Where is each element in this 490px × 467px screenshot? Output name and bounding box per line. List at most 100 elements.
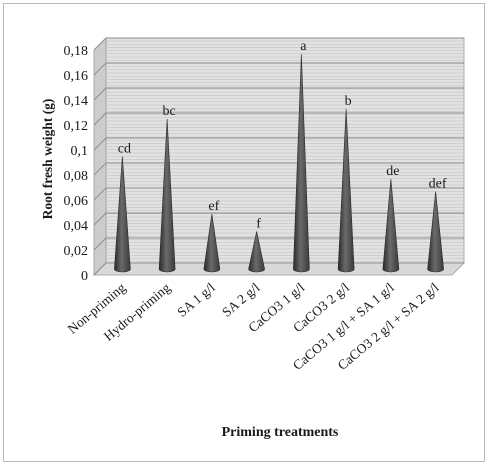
hatch-line — [93, 127, 107, 140]
hatch-line — [93, 168, 107, 182]
bar — [427, 191, 444, 273]
hatch-line — [93, 79, 107, 92]
hatch-line — [93, 124, 107, 137]
bar — [203, 213, 221, 273]
hatch-line — [93, 216, 107, 230]
hatch-line — [93, 172, 107, 185]
gridline — [93, 37, 107, 51]
significance-letter: b — [345, 94, 352, 109]
hatch-line — [93, 255, 107, 268]
significance-letter: a — [300, 39, 307, 54]
hatch-line — [93, 184, 107, 198]
hatch-line — [93, 114, 107, 127]
back-wall — [105, 37, 465, 264]
hatch-line — [93, 146, 107, 159]
y-axis-title: Root fresh weight (g) — [40, 99, 55, 220]
gridline — [93, 137, 107, 151]
bar — [114, 156, 131, 273]
hatch-line — [93, 82, 107, 95]
hatch-line — [93, 223, 107, 236]
gridline — [93, 62, 107, 76]
hatch-line — [93, 101, 107, 114]
hatch-line — [93, 156, 107, 169]
hatch-line — [93, 204, 107, 217]
gridline — [93, 262, 107, 276]
hatch-line — [93, 159, 107, 172]
hatch-line — [93, 120, 107, 134]
hatch-line — [93, 130, 107, 143]
hatch-line — [93, 191, 107, 204]
significance-letter: f — [256, 217, 261, 232]
hatch-line — [93, 44, 107, 57]
hatch-line — [93, 220, 107, 233]
y-tick-label: 0,08 — [64, 169, 89, 184]
hatch-line — [93, 108, 107, 121]
significance-letter: bc — [163, 104, 176, 119]
hatch-line — [93, 56, 107, 70]
bar — [337, 108, 355, 273]
gridline — [93, 212, 107, 226]
hatch-line — [93, 60, 107, 73]
hatch-line — [93, 239, 107, 252]
hatch-line — [93, 226, 107, 239]
hatch-line — [93, 50, 107, 63]
hatch-line — [93, 69, 107, 82]
hatch-line — [93, 245, 107, 258]
hatch-line — [93, 117, 107, 130]
hatch-line — [93, 95, 107, 108]
bar — [158, 118, 176, 273]
bars: cd bc ef f a b de def — [114, 39, 447, 273]
hatch-line — [93, 210, 107, 223]
hatch-line — [93, 76, 107, 89]
gridline — [93, 237, 107, 251]
hatch-line — [93, 111, 107, 124]
hatch-line — [93, 248, 107, 262]
hatch-line — [93, 40, 107, 54]
bar — [382, 178, 400, 273]
gridline — [93, 187, 107, 201]
y-tick-label: 0,02 — [64, 244, 89, 259]
y-tick-label: 0,06 — [64, 194, 89, 209]
gridline — [93, 112, 107, 126]
hatch-line — [93, 194, 107, 207]
hatch-line — [93, 236, 107, 249]
hatch-line — [93, 207, 107, 220]
hatch-line — [93, 53, 107, 66]
y-tick-label: 0,14 — [64, 94, 89, 109]
y-tick-label: 0,04 — [64, 219, 89, 234]
hatch-line — [93, 175, 107, 188]
y-tick-label: 0,18 — [64, 44, 89, 59]
gridline — [93, 87, 107, 101]
hatch-line — [93, 149, 107, 162]
gridline — [93, 162, 107, 176]
hatch-line — [93, 229, 107, 242]
hatch-line — [93, 165, 107, 178]
floor — [93, 262, 465, 276]
hatch-line — [93, 85, 107, 98]
hatch-line — [93, 47, 107, 60]
y-tick-label: 0,16 — [64, 69, 89, 84]
hatch-line — [93, 88, 107, 102]
hatch-line — [93, 261, 107, 274]
hatch-line — [93, 178, 107, 191]
y-tick-label: 0,12 — [64, 119, 89, 134]
significance-letter: def — [429, 177, 447, 192]
significance-letter: cd — [118, 142, 131, 157]
hatch-line — [93, 133, 107, 146]
hatch-line — [93, 72, 107, 86]
hatch-line — [93, 200, 107, 214]
bar — [293, 53, 310, 273]
hatch-line — [93, 92, 107, 105]
hatch-line — [93, 152, 107, 166]
x-axis-title: Priming treatments — [222, 425, 339, 440]
y-tick-label: 0 — [81, 269, 88, 284]
y-axis-tick-labels: 0 0,02 0,04 0,06 0,08 0,1 0,12 0,14 0,16 0,18 — [64, 44, 89, 284]
hatch-line — [93, 197, 107, 210]
hatch-line — [93, 140, 107, 153]
hatch-line — [93, 181, 107, 194]
significance-letter: ef — [208, 199, 219, 214]
hatch-line — [93, 232, 107, 246]
hatch-line — [93, 213, 107, 226]
